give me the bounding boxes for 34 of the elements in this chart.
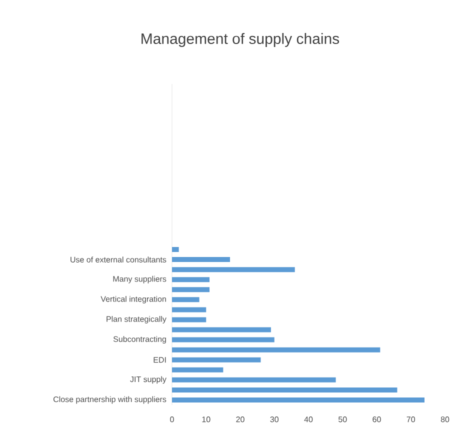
bar: [172, 317, 206, 322]
bar: [172, 267, 295, 272]
y-tick-label: Many suppliers: [113, 276, 166, 284]
x-tick-label: 10: [202, 416, 210, 422]
bar: [172, 387, 398, 392]
bar: [172, 337, 274, 342]
chart-title: Management of supply chains: [142, 33, 340, 47]
x-tick-label: 0: [170, 416, 174, 422]
bar: [172, 287, 210, 292]
bar: [172, 307, 206, 312]
y-tick-label: Plan strategically: [106, 316, 166, 324]
bar: [172, 357, 261, 362]
bar: [172, 347, 380, 352]
bar: [172, 247, 179, 252]
bar: [172, 297, 200, 302]
bar: [172, 327, 271, 332]
y-tick-label: EDI: [154, 357, 166, 363]
bar: [172, 377, 336, 382]
y-tick-label: Close partnership with suppliers: [53, 396, 166, 404]
bar: [172, 367, 224, 372]
x-tick-label: 20: [236, 416, 244, 422]
y-tick-label: Use of external consultants: [70, 256, 166, 262]
bar: [172, 397, 425, 402]
y-tick-label: Vertical integration: [100, 296, 166, 304]
bar: [172, 277, 210, 282]
x-tick-label: 70: [406, 416, 416, 422]
bar: [172, 257, 230, 262]
x-tick-label: 60: [372, 416, 381, 422]
x-tick-label: 40: [304, 416, 313, 422]
y-tick-label: Subcontracting: [113, 336, 166, 344]
x-tick-label: 50: [338, 416, 347, 422]
x-tick-label: 80: [440, 416, 450, 422]
y-tick-label: JIT supply: [130, 376, 166, 384]
x-tick-label: 30: [270, 416, 279, 422]
